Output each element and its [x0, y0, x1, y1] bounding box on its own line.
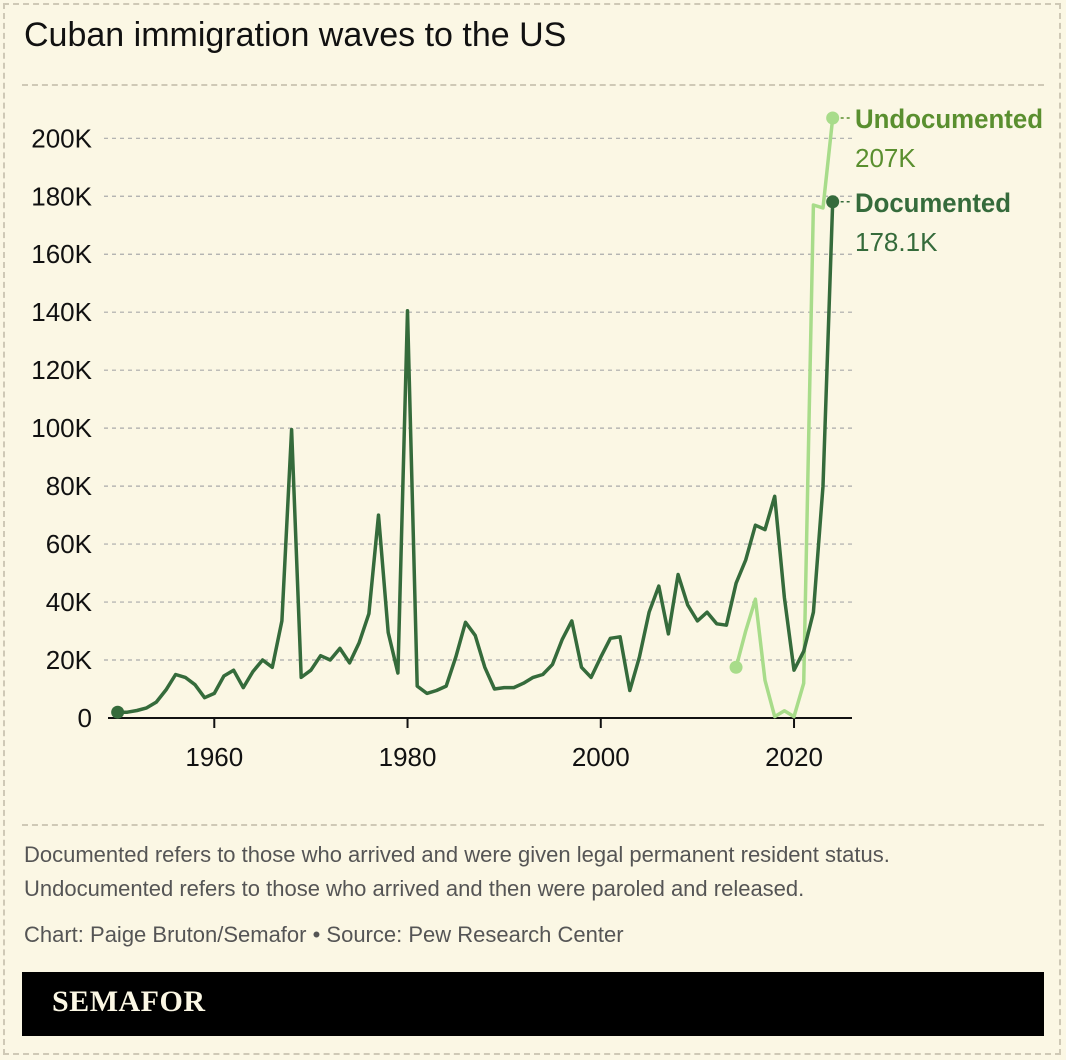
documented-end-point [826, 195, 840, 209]
x-tick-label: 2020 [765, 742, 823, 772]
line-chart: 0 20K 40K 60K 80K 100K 120K 140K 160K 180K 200K 19… [31, 104, 1043, 772]
undocumented-start-point [729, 660, 743, 674]
y-tick-label: 80K [46, 471, 93, 501]
y-tick-label: 200K [31, 123, 92, 153]
y-axis-ticks: 0 20K 40K 60K 80K 100K 120K 140K 160K 180K 200K [31, 123, 92, 733]
series-lines [111, 111, 840, 719]
series-labels: Undocumented 207K Documented 178.1K [840, 104, 1043, 257]
chart-credit: Chart: Paige Bruton/Semafor • Source: Pe… [24, 922, 624, 947]
note-undocumented: Undocumented refers to those who arrived… [24, 876, 805, 901]
undocumented-end-point [826, 111, 840, 125]
y-tick-label: 100K [31, 413, 92, 443]
x-tick-label: 1960 [185, 742, 243, 772]
footer-bar: SEMAFOR [22, 972, 1044, 1036]
y-tick-label: 180K [31, 181, 92, 211]
y-tick-label: 160K [31, 239, 92, 269]
notes-divider [22, 824, 1044, 826]
chart-title: Cuban immigration waves to the US [24, 16, 567, 54]
gridlines [104, 137, 852, 661]
y-tick-label: 0 [78, 703, 92, 733]
y-tick-label: 120K [31, 355, 92, 385]
note-documented: Documented refers to those who arrived a… [24, 842, 890, 867]
documented-end-value: 178.1K [855, 227, 938, 257]
undocumented-end-value: 207K [855, 143, 916, 173]
x-tick-label: 2000 [572, 742, 630, 772]
y-tick-label: 20K [46, 645, 93, 675]
chart-frame [3, 3, 1061, 1055]
documented-series-name: Documented [855, 188, 1011, 218]
y-tick-label: 140K [31, 297, 92, 327]
title-divider [22, 84, 1044, 86]
y-tick-label: 60K [46, 529, 93, 559]
documented-start-point [111, 705, 125, 719]
y-tick-label: 40K [46, 587, 93, 617]
x-tick-label: 1980 [379, 742, 437, 772]
semafor-logo: SEMAFOR [52, 985, 206, 1018]
undocumented-line [734, 116, 835, 719]
x-axis: 1960 1980 2000 2020 [108, 717, 852, 772]
documented-line [115, 200, 835, 714]
undocumented-series-name: Undocumented [855, 104, 1043, 134]
